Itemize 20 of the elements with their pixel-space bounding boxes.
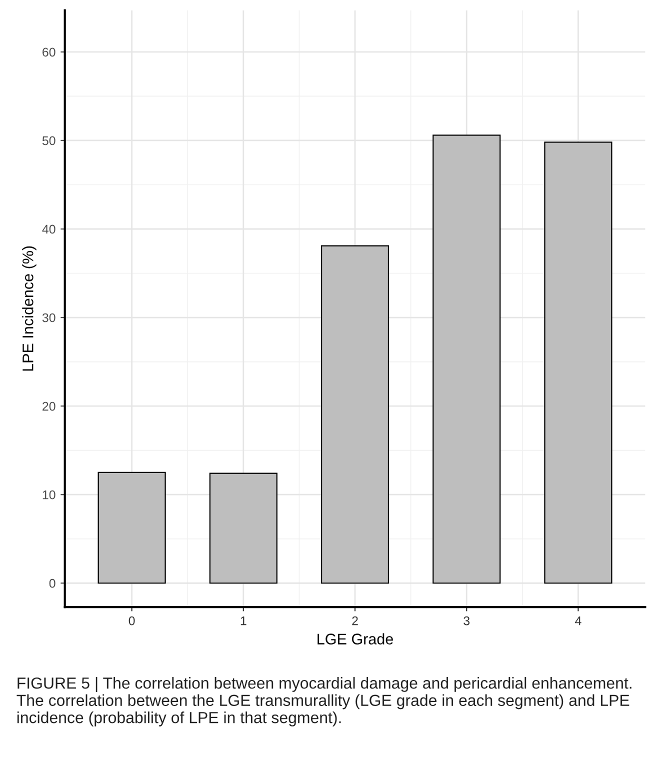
x-tick-label: 1: [240, 616, 246, 626]
y-tick-label: 40: [42, 224, 56, 234]
x-tick-label: 0: [128, 616, 135, 626]
bar: [320, 245, 390, 584]
x-tick-label: 3: [464, 616, 470, 626]
bar: [209, 472, 278, 584]
y-tick-label: 0: [49, 578, 56, 588]
y-tick-label: 60: [42, 48, 56, 57]
bar: [432, 134, 501, 584]
caption: FIGURE 5 | The correlation between myocardial damage and pericardial enhancement. The correlation between the LGE transmurallity (LGE grade in each segment) and LPE incidence (probability of LPE in that segment).: [16, 677, 632, 726]
x-tick-label: 4: [575, 616, 582, 626]
y-tick-label: 30: [42, 313, 56, 322]
bar: [544, 142, 612, 584]
y-tick-label: 20: [42, 402, 56, 411]
y-axis-title: LPE Incidence (%): [22, 246, 36, 371]
x-tick-label: 2: [352, 616, 358, 626]
y-tick-label: 10: [42, 490, 56, 500]
x-axis-title: LGE Grade: [318, 633, 393, 644]
y-tick-label: 50: [42, 136, 56, 146]
bar: [98, 472, 166, 584]
